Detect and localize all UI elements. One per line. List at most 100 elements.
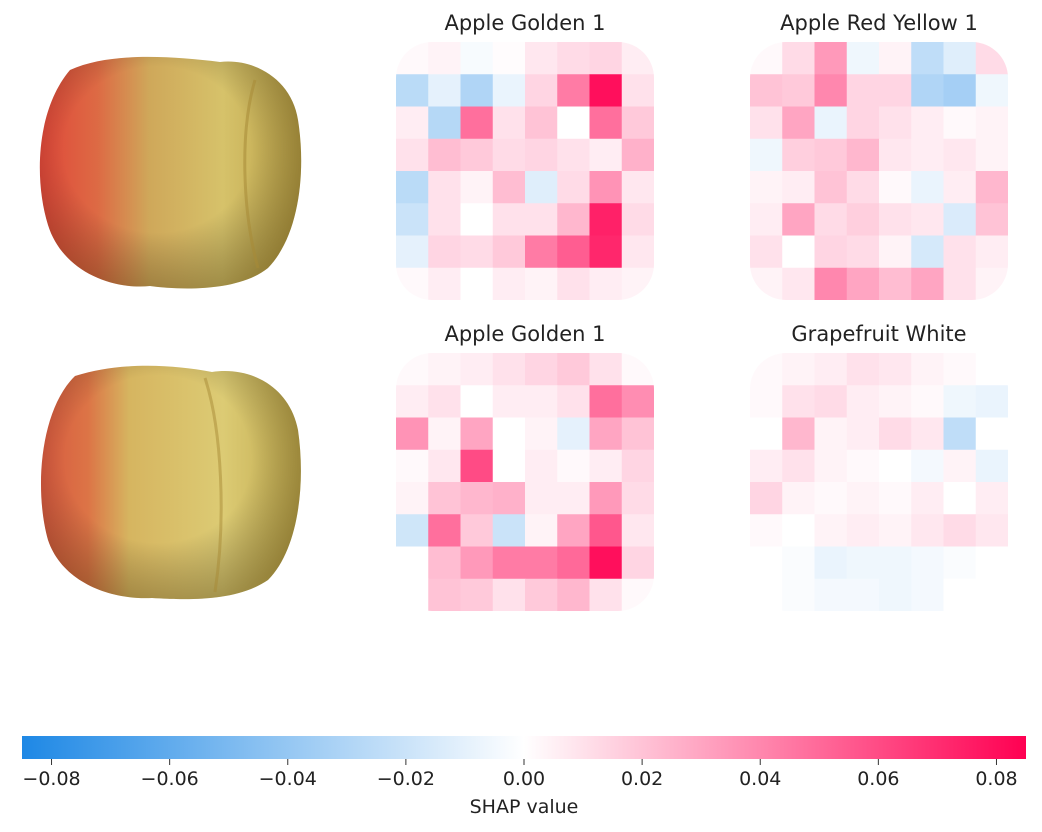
- heatmap-cell: [396, 482, 429, 515]
- heatmap-cell: [493, 171, 526, 204]
- heatmap-cell: [911, 268, 944, 301]
- heatmap-cell: [525, 171, 558, 204]
- heatmap-cell: [911, 171, 944, 204]
- heatmap-cell: [750, 42, 783, 75]
- heatmap-cell: [461, 482, 494, 515]
- heatmap-cell: [782, 353, 815, 386]
- heatmap-cell: [976, 547, 1009, 580]
- heatmap-cell: [815, 418, 848, 451]
- heatmap-cell: [944, 171, 977, 204]
- heatmap-cell: [879, 236, 912, 269]
- heatmap-cell: [590, 74, 623, 107]
- heatmap-cell: [911, 42, 944, 75]
- heatmap-cell: [879, 268, 912, 301]
- heatmap-cell: [557, 450, 590, 483]
- heatmap-cell: [944, 482, 977, 515]
- heatmap-cell: [525, 579, 558, 612]
- heatmap-cell: [557, 203, 590, 236]
- heatmap-cell: [944, 236, 977, 269]
- heatmap-cell: [847, 236, 880, 269]
- heatmap-cell: [750, 74, 783, 107]
- heatmap-cell: [428, 42, 461, 75]
- colorbar-tick-label: −0.08: [22, 768, 80, 790]
- colorbar-tick-label: −0.06: [141, 768, 199, 790]
- heatmap-cell: [879, 107, 912, 140]
- heatmap-cell: [525, 482, 558, 515]
- heatmap-cell: [557, 236, 590, 269]
- heatmap-cell: [461, 353, 494, 386]
- heatmap-cell: [750, 579, 783, 612]
- heatmap-cell: [815, 547, 848, 580]
- heatmap-cell: [911, 385, 944, 418]
- heatmap-cell: [590, 268, 623, 301]
- heatmap-cell: [396, 203, 429, 236]
- heatmap-cell: [428, 236, 461, 269]
- heatmap-cell: [976, 139, 1009, 172]
- heatmap-cell: [557, 74, 590, 107]
- heatmap-cell: [815, 74, 848, 107]
- colorbar-tick-label: −0.02: [377, 768, 435, 790]
- heatmap-cell: [461, 42, 494, 75]
- heatmap-cell: [976, 203, 1009, 236]
- heatmap-cell: [590, 482, 623, 515]
- input-apple-image-1: [40, 57, 301, 289]
- heatmap-cell: [750, 353, 783, 386]
- heatmap-cell: [847, 74, 880, 107]
- heatmap-cell: [782, 418, 815, 451]
- heatmap-cell: [815, 514, 848, 547]
- heatmap-cell: [590, 385, 623, 418]
- heatmap-cell: [815, 450, 848, 483]
- heatmap-cell: [622, 203, 655, 236]
- heatmap-cell: [976, 268, 1009, 301]
- heatmap-cell: [879, 450, 912, 483]
- panel-title-4: Grapefruit White: [791, 322, 966, 346]
- heatmap-cell: [782, 385, 815, 418]
- heatmap-cell: [879, 579, 912, 612]
- colorbar-tick-label: 0.02: [621, 768, 663, 790]
- heatmap-cell: [815, 579, 848, 612]
- heatmap-cell: [976, 482, 1009, 515]
- panel-title-2: Apple Red Yellow 1: [780, 11, 978, 35]
- heatmap-cell: [782, 236, 815, 269]
- heatmap-cell: [396, 514, 429, 547]
- shap-heatmap-3: [396, 353, 655, 612]
- heatmap-cell: [557, 139, 590, 172]
- heatmap-cell: [847, 482, 880, 515]
- heatmap-cell: [461, 74, 494, 107]
- heatmap-cell: [944, 203, 977, 236]
- heatmap-cell: [493, 42, 526, 75]
- colorbar-tick-label: 0.08: [975, 768, 1017, 790]
- heatmap-cell: [461, 450, 494, 483]
- heatmap-cell: [782, 42, 815, 75]
- heatmap-cell: [493, 385, 526, 418]
- heatmap-cell: [525, 74, 558, 107]
- heatmap-cell: [976, 42, 1009, 75]
- heatmap-cell: [622, 236, 655, 269]
- heatmap-cell: [493, 418, 526, 451]
- heatmap-cell: [911, 203, 944, 236]
- heatmap-cell: [622, 171, 655, 204]
- heatmap-cell: [525, 139, 558, 172]
- heatmap-cell: [622, 107, 655, 140]
- heatmap-cell: [782, 74, 815, 107]
- heatmap-cell: [428, 385, 461, 418]
- heatmap-cell: [590, 547, 623, 580]
- heatmap-cell: [622, 579, 655, 612]
- heatmap-cell: [911, 514, 944, 547]
- heatmap-cell: [396, 268, 429, 301]
- heatmap-cell: [428, 353, 461, 386]
- heatmap-cell: [879, 203, 912, 236]
- heatmap-cell: [396, 579, 429, 612]
- heatmap-cell: [976, 385, 1009, 418]
- heatmap-cell: [525, 514, 558, 547]
- heatmap-cell: [525, 547, 558, 580]
- heatmap-cell: [815, 42, 848, 75]
- heatmap-cell: [750, 450, 783, 483]
- heatmap-cell: [911, 353, 944, 386]
- panel-title-3: Apple Golden 1: [444, 322, 605, 346]
- heatmap-cell: [879, 139, 912, 172]
- colorbar-ticks: −0.08 −0.06 −0.04 −0.02 0.00 0.02 0.04 0.06 0.08: [22, 759, 1017, 790]
- heatmap-cell: [461, 236, 494, 269]
- heatmap-cell: [493, 450, 526, 483]
- heatmap-cell: [944, 353, 977, 386]
